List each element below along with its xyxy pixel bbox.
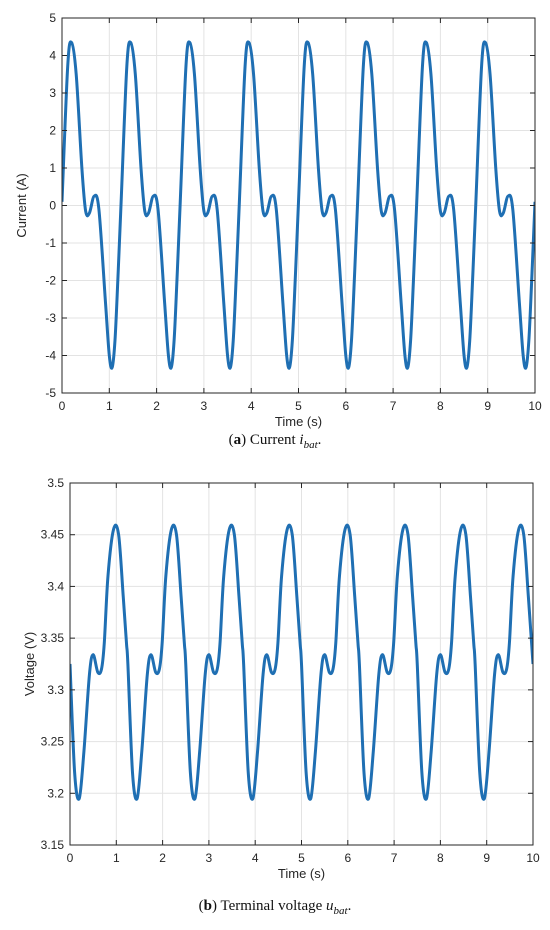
x-axis-label: Time (s) bbox=[278, 866, 325, 881]
y-tick-label: -3 bbox=[45, 311, 56, 325]
caption-b: (b) Terminal voltage ubat. bbox=[198, 898, 352, 917]
x-tick-label: 10 bbox=[526, 851, 540, 865]
x-tick-label: 4 bbox=[252, 851, 259, 865]
caption-b-label: b bbox=[203, 898, 212, 914]
x-tick-label: 3 bbox=[206, 851, 213, 865]
x-axis-label: Time (s) bbox=[275, 414, 322, 429]
x-tick-label: 6 bbox=[342, 399, 349, 413]
series-line bbox=[62, 40, 535, 370]
y-tick-label: 5 bbox=[49, 11, 56, 25]
voltage-chart: 0 1 2 3 4 5 6 7 8 9 10 3.5 3.45 3.4 3.35 3.3 3.25 3.2 3.1… bbox=[22, 476, 540, 881]
caption-a-text: Current bbox=[249, 432, 296, 448]
x-tick-label: 5 bbox=[298, 851, 305, 865]
y-tick-label: -2 bbox=[45, 274, 56, 288]
x-tick-label: 6 bbox=[344, 851, 351, 865]
x-tick-label: 1 bbox=[106, 399, 113, 413]
x-tick-label: 2 bbox=[153, 399, 160, 413]
y-tick-label: -4 bbox=[45, 349, 56, 363]
x-tick-label: 8 bbox=[437, 399, 444, 413]
y-tick-label: 4 bbox=[49, 49, 56, 63]
y-tick-labels: 5 4 3 2 1 0 -1 -2 -3 -4 -5 bbox=[45, 11, 535, 400]
x-tick-label: 8 bbox=[437, 851, 444, 865]
caption-b-text: Terminal voltage bbox=[220, 898, 323, 914]
y-tick-labels: 3.5 3.45 3.4 3.35 3.3 3.25 3.2 3.15 bbox=[41, 476, 533, 852]
y-tick-label: 3.5 bbox=[47, 476, 64, 490]
x-tick-label: 2 bbox=[159, 851, 166, 865]
y-tick-label: 3.25 bbox=[41, 735, 65, 749]
x-tick-label: 5 bbox=[295, 399, 302, 413]
caption-a: (a) Current ibat. bbox=[228, 432, 322, 451]
y-axis-label: Voltage (V) bbox=[22, 632, 37, 696]
y-tick-label: -1 bbox=[45, 236, 56, 250]
x-tick-label: 0 bbox=[67, 851, 74, 865]
x-tick-labels: 0 1 2 3 4 5 6 7 8 9 10 bbox=[59, 18, 542, 413]
caption-a-label: a bbox=[233, 432, 242, 448]
caption-a-symbol: ibat bbox=[299, 432, 318, 451]
y-tick-label: 3.2 bbox=[47, 786, 64, 800]
y-tick-label: 3.3 bbox=[47, 683, 64, 697]
y-tick-label: 3.35 bbox=[41, 631, 65, 645]
x-tick-label: 1 bbox=[113, 851, 120, 865]
x-tick-label: 3 bbox=[201, 399, 208, 413]
y-tick-label: 3 bbox=[49, 86, 56, 100]
series-line-group bbox=[62, 40, 535, 370]
y-tick-label: 3.45 bbox=[41, 528, 65, 542]
x-tick-label: 9 bbox=[483, 851, 490, 865]
y-tick-label: 3.15 bbox=[41, 838, 65, 852]
x-tick-label: 7 bbox=[390, 399, 397, 413]
y-tick-label: -5 bbox=[45, 386, 56, 400]
x-tick-label: 7 bbox=[391, 851, 398, 865]
caption-b-symbol: ubat bbox=[326, 898, 348, 917]
y-tick-label: 1 bbox=[49, 161, 56, 175]
series-line bbox=[70, 523, 533, 801]
y-tick-label: 2 bbox=[49, 124, 56, 138]
y-axis-label: Current (A) bbox=[14, 173, 29, 237]
x-tick-label: 4 bbox=[248, 399, 255, 413]
series-line-group bbox=[70, 523, 533, 801]
y-tick-label: 0 bbox=[49, 199, 56, 213]
x-tick-label: 9 bbox=[484, 399, 491, 413]
y-tick-label: 3.4 bbox=[47, 579, 64, 593]
x-tick-labels: 0 1 2 3 4 5 6 7 8 9 10 bbox=[67, 483, 540, 865]
x-tick-label: 0 bbox=[59, 399, 66, 413]
x-tick-label: 10 bbox=[528, 399, 542, 413]
